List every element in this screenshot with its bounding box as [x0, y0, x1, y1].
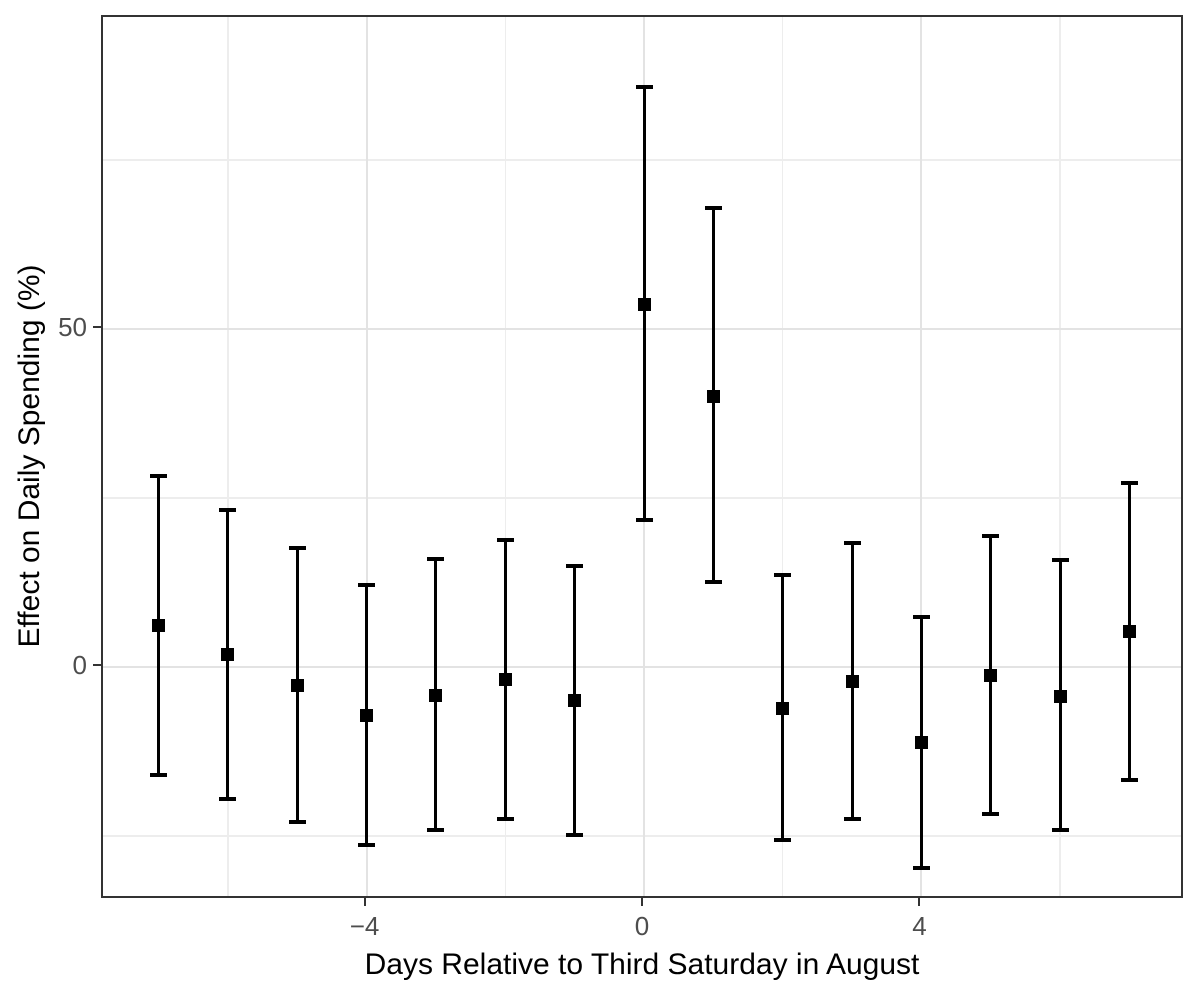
minor-gridline-x: [504, 17, 507, 896]
x-tick-label: 0: [634, 911, 650, 941]
errorbar-cap-bottom: [427, 827, 445, 832]
point-marker: [568, 693, 582, 707]
plot-panel: [101, 15, 1183, 898]
major-gridline-y: [103, 328, 1181, 331]
minor-gridline-y: [103, 835, 1181, 837]
y-axis-tick: [93, 663, 101, 666]
minor-gridline-y: [103, 497, 1181, 499]
errorbar-cap-bottom: [704, 580, 722, 585]
x-tick-label: 4: [912, 911, 927, 941]
errorbar-cap-bottom: [774, 837, 792, 842]
errorbar-cap-top: [774, 573, 792, 578]
errorbar-cap-bottom: [219, 796, 237, 801]
point-marker: [914, 736, 928, 750]
point-marker: [637, 297, 651, 311]
errorbar-cap-bottom: [1051, 827, 1069, 832]
point-marker: [221, 647, 235, 661]
errorbar-cap-top: [496, 537, 514, 542]
point-marker: [776, 702, 790, 716]
point-marker: [429, 689, 443, 703]
errorbar-cap-top: [427, 556, 445, 561]
point-marker: [290, 678, 304, 692]
minor-gridline-x: [1059, 17, 1061, 896]
errorbar-cap-top: [288, 546, 306, 551]
minor-gridline-x: [781, 17, 784, 896]
minor-gridline-y: [103, 159, 1181, 161]
x-axis-tick: [363, 898, 366, 906]
point-marker: [151, 618, 165, 632]
point-marker: [984, 668, 998, 682]
errorbar-cap-bottom: [1121, 777, 1138, 782]
x-axis-title: Days Relative to Third Saturday in Augus…: [364, 948, 920, 981]
errorbar-cap-top: [704, 205, 722, 210]
errorbar-cap-top: [219, 508, 237, 513]
x-tick-label: −4: [349, 911, 380, 941]
errorbar-cap-bottom: [912, 865, 930, 870]
errorbar-cap-bottom: [288, 819, 306, 824]
errorbar-cap-bottom: [843, 816, 861, 821]
y-axis-tick: [93, 326, 101, 329]
y-tick-label: 50: [58, 312, 87, 343]
errorbar-cap-top: [912, 614, 930, 619]
errorbar-cap-bottom: [982, 811, 1000, 816]
errorbar-cap-bottom: [635, 518, 653, 523]
point-marker: [498, 673, 512, 687]
point-marker: [845, 675, 859, 689]
point-marker: [1123, 624, 1136, 638]
minor-gridline-x: [227, 17, 229, 896]
major-gridline-x: [365, 17, 368, 896]
errorbar-cap-top: [566, 564, 584, 569]
x-axis-tick: [918, 898, 921, 906]
major-gridline-y: [103, 665, 1181, 668]
major-gridline-x: [920, 17, 923, 896]
errorbar-cap-top: [982, 533, 1000, 538]
point-marker: [706, 390, 720, 404]
errorbar-cap-top: [1051, 558, 1069, 563]
errorbar-cap-top: [358, 583, 376, 588]
errorbar-cap-bottom: [358, 843, 376, 848]
point-marker: [1053, 690, 1067, 704]
errorbar-cap-bottom: [149, 773, 167, 777]
point-marker: [360, 709, 374, 723]
errorbar-cap-top: [149, 473, 167, 478]
errorbar-cap-top: [1121, 481, 1138, 486]
errorbar-cap-top: [635, 85, 653, 90]
y-tick-label: 0: [72, 649, 87, 680]
errorbar-cap-bottom: [496, 816, 514, 821]
errorbar-cap-top: [843, 541, 861, 546]
x-axis-tick: [641, 898, 643, 906]
errorbar-cap-bottom: [566, 833, 584, 838]
